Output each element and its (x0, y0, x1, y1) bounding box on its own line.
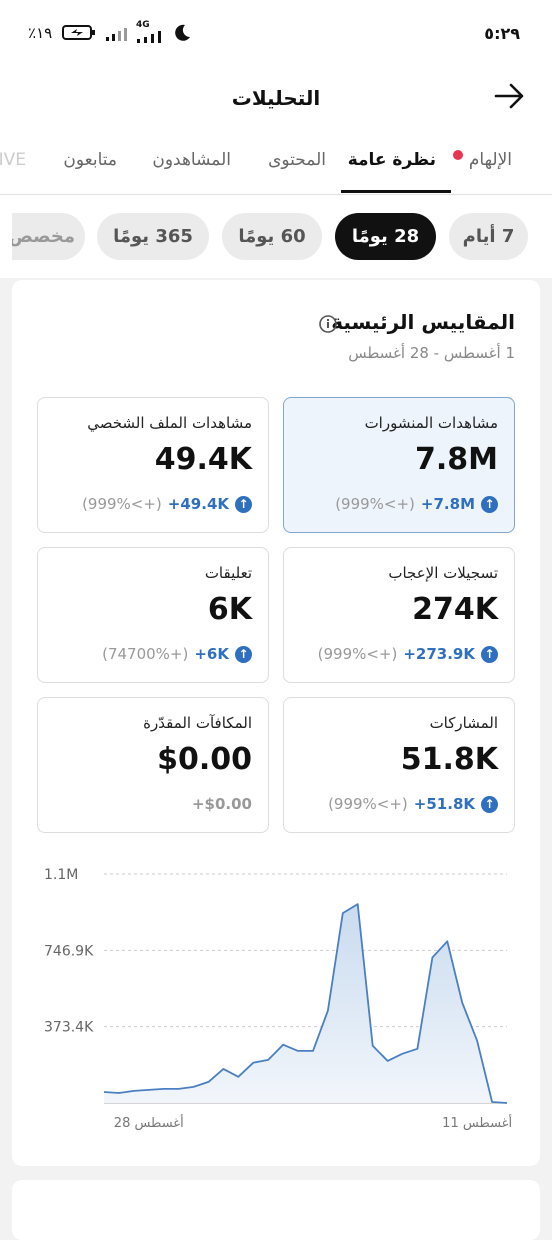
tab-active[interactable]: نظرة عامة (347, 150, 436, 170)
metric-change: (999%<+) +49.4K ↑ (82, 495, 252, 513)
up-icon: ↑ (235, 645, 252, 663)
metric-label: تسجيلات الإعجاب (388, 564, 498, 582)
metric-change: (999%<+) +51.8K ↑ (328, 795, 498, 813)
metric-label: مشاهدات الملف الشخصي (87, 414, 252, 432)
metric-value: 49.4K (154, 442, 252, 477)
metric-change: +$0.00 (192, 795, 252, 813)
metric-delta: +7.8M (420, 495, 475, 513)
tab[interactable]: الإلهام (468, 150, 512, 170)
metric-card[interactable]: المشاركات 51.8K (999%<+) +51.8K ↑ (283, 697, 515, 833)
up-icon: ↑ (481, 495, 498, 513)
tab[interactable]: المحتوى (268, 150, 326, 170)
metric-change: (999%<+) +273.9K ↑ (318, 645, 498, 663)
metric-value: $0.00 (157, 742, 252, 777)
period-chip[interactable]: مخصص (12, 213, 85, 260)
tab[interactable]: LIVE (0, 150, 26, 170)
battery-icon (62, 25, 95, 40)
metric-card[interactable]: تسجيلات الإعجاب 274K (999%<+) +273.9K ↑ (283, 547, 515, 683)
metric-delta: +$0.00 (191, 795, 252, 813)
metric-card[interactable]: المكافآت المقدّرة $0.00 +$0.00 (37, 697, 269, 833)
section-title: المقاييس الرئيسية (331, 310, 515, 334)
chip-clip: مخصص (12, 213, 85, 260)
moon-icon (175, 24, 190, 41)
metric-delta: +49.4K (167, 495, 229, 513)
date-range: 1 أغسطس - 28 أغسطس (348, 344, 515, 362)
up-icon: ↑ (481, 645, 498, 663)
metric-label: المشاركات (429, 714, 498, 732)
signal-icon-2 (137, 31, 161, 43)
metric-label: تعليقات (204, 564, 252, 582)
metric-percent: (999%<+) (335, 495, 415, 513)
period-chip[interactable]: 365 يومًا (97, 213, 209, 260)
metric-percent: (999%<+) (317, 645, 398, 663)
period-chip[interactable]: 7 أيام (449, 213, 528, 260)
divider (0, 194, 552, 195)
top-area: ٪١٩ 4G ٥:٢٩ التحليلات الإلهام نظرة عامة … (0, 0, 552, 278)
metric-card[interactable]: مشاهدات المنشورات 7.8M (999%<+) +7.8M ↑ (283, 397, 515, 533)
clock: ٥:٢٩ (484, 24, 520, 43)
metric-value: 7.8M (415, 442, 498, 477)
info-icon[interactable] (318, 314, 338, 334)
metric-label: المكافآت المقدّرة (143, 714, 252, 732)
page-title: التحليلات (231, 86, 321, 110)
tab-clip: LIVE (0, 150, 26, 176)
metric-delta: +273.9K (403, 645, 475, 663)
metric-percent: (999%<+) (82, 495, 162, 513)
notification-dot (453, 150, 463, 160)
metric-change: (74700%+) +6K ↑ (102, 645, 252, 663)
battery-percent: ٪١٩ (28, 24, 53, 42)
metric-delta: +51.8K (413, 795, 475, 813)
period-chip-active[interactable]: 28 يومًا (335, 213, 436, 260)
metric-change: (999%<+) +7.8M ↑ (335, 495, 498, 513)
tab[interactable]: المشاهدون (152, 150, 231, 170)
back-button[interactable] (494, 82, 526, 110)
signal-icon (106, 28, 127, 41)
metric-value: 6K (207, 592, 252, 627)
tab[interactable]: متابعون (63, 150, 117, 170)
network-type: 4G (136, 20, 150, 30)
next-card (12, 1180, 540, 1240)
up-icon: ↑ (235, 495, 252, 513)
metric-label: مشاهدات المنشورات (364, 414, 498, 432)
metric-delta: +6K (194, 645, 229, 663)
metric-percent: (74700%+) (102, 645, 189, 663)
period-chip[interactable]: 60 يومًا (222, 213, 322, 260)
metric-card[interactable]: تعليقات 6K (74700%+) +6K ↑ (37, 547, 269, 683)
metric-value: 274K (412, 592, 498, 627)
tab-underline (341, 190, 451, 193)
metric-value: 51.8K (400, 742, 498, 777)
metric-card[interactable]: مشاهدات الملف الشخصي 49.4K (999%<+) +49.4K ↑ (37, 397, 269, 533)
up-icon: ↑ (481, 795, 498, 813)
metric-percent: (999%<+) (328, 795, 408, 813)
